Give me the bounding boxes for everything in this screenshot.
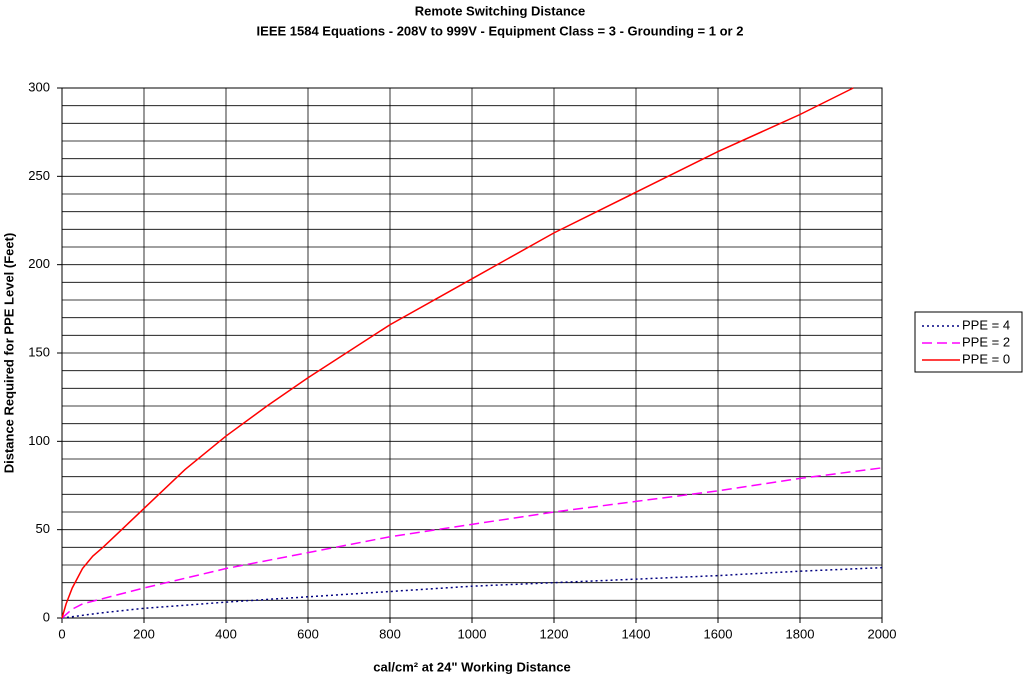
x-tick-label: 200 (133, 626, 155, 641)
x-tick-label: 2000 (868, 626, 897, 641)
x-tick-label: 1800 (786, 626, 815, 641)
y-tick-label: 200 (28, 256, 50, 271)
y-tick-label: 0 (43, 609, 50, 624)
y-tick-label: 300 (28, 79, 50, 94)
legend-label: PPE = 4 (962, 317, 1010, 332)
x-tick-label: 1400 (622, 626, 651, 641)
legend-label: PPE = 0 (962, 351, 1010, 366)
series-line (61, 87, 854, 619)
plot-border (61, 87, 883, 619)
y-axis-label: Distance Required for PPE Level (Feet) (1, 233, 16, 474)
y-tick-label: 50 (36, 521, 50, 536)
chart-subtitle: IEEE 1584 Equations - 208V to 999V - Equ… (257, 23, 744, 38)
x-tick-label: 600 (297, 626, 319, 641)
legend-box (914, 311, 1023, 373)
y-tick-label: 250 (28, 168, 50, 183)
chart-title: Remote Switching Distance (415, 3, 585, 18)
x-tick-label: 400 (215, 626, 237, 641)
x-tick-label: 1000 (458, 626, 487, 641)
x-tick-label: 1600 (704, 626, 733, 641)
x-tick-label: 800 (379, 626, 401, 641)
x-axis-label: cal/cm² at 24" Working Distance (373, 659, 570, 674)
y-tick-label: 150 (28, 344, 50, 359)
series-line (61, 566, 883, 619)
y-tick-label: 100 (28, 433, 50, 448)
x-tick-label: 0 (58, 626, 65, 641)
legend-label: PPE = 2 (962, 334, 1010, 349)
x-tick-label: 1200 (540, 626, 569, 641)
